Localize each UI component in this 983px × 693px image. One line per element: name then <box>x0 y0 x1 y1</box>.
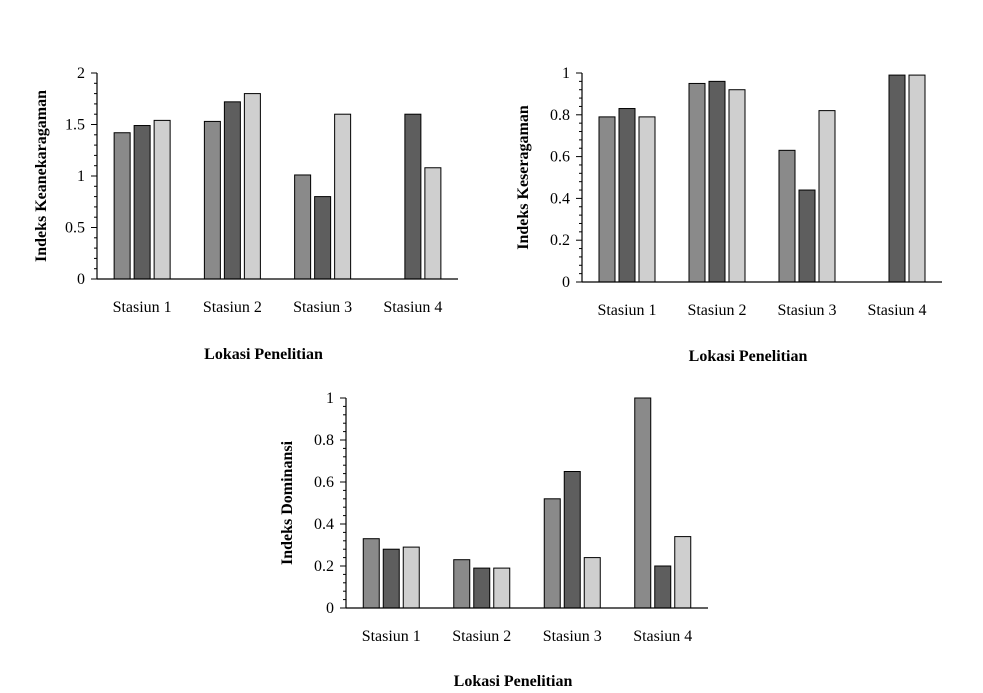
bar-series-3-stasiun-2 <box>243 93 261 280</box>
bar-series-3-stasiun-4 <box>424 167 442 280</box>
dominance-index-chart: 0 0.2 0.4 0.6 0.8 1 Stasiun 1 Stasiun 2 Stasiun … <box>279 390 708 690</box>
bar-series-2-stasiun-2 <box>223 101 241 280</box>
x-axis-title: Lokasi Penelitian <box>454 673 573 690</box>
y-axis-title: Indeks Keanekaragaman <box>33 90 50 262</box>
y-tick-label: 0 <box>326 600 334 617</box>
y-tick-label: 0.6 <box>314 474 334 491</box>
y-tick-label: 0 <box>77 271 85 288</box>
bar-series-2-stasiun-4 <box>404 113 422 280</box>
x-category-label: Stasiun 4 <box>383 299 442 316</box>
bar-series-3-stasiun-1 <box>402 546 420 609</box>
bar-series-3-stasiun-2 <box>493 567 511 609</box>
y-tick-label: 0 <box>562 274 570 291</box>
x-category-label: Stasiun 1 <box>597 302 656 319</box>
y-tick-label: 0.6 <box>550 149 570 166</box>
bar-series-1-stasiun-3 <box>778 149 796 283</box>
y-tick-label: 0.4 <box>314 516 334 533</box>
y-tick-label: 0.4 <box>550 190 570 207</box>
bar-series-1-stasiun-4 <box>634 397 652 609</box>
y-tick-label: 0.8 <box>314 432 334 449</box>
y-tick-label: 1 <box>77 168 85 185</box>
bar-series-2-stasiun-3 <box>798 189 816 283</box>
bar-series-2-stasiun-1 <box>618 108 636 283</box>
y-tick-label: 1 <box>562 65 570 82</box>
x-category-label: Stasiun 4 <box>633 628 692 645</box>
y-tick-label: 0.8 <box>550 107 570 124</box>
bar-series-3-stasiun-3 <box>583 557 601 609</box>
bar-series-1-stasiun-2 <box>203 120 221 280</box>
bar-series-3-stasiun-3 <box>818 110 836 283</box>
y-tick-label: 0.2 <box>550 232 570 249</box>
x-category-label: Stasiun 2 <box>452 628 511 645</box>
x-category-label: Stasiun 3 <box>543 628 602 645</box>
bar-series-1-stasiun-2 <box>453 559 471 609</box>
bar-series-1-stasiun-2 <box>688 82 706 283</box>
bar-series-3-stasiun-2 <box>728 89 746 283</box>
bar-series-3-stasiun-1 <box>153 119 171 280</box>
bar-series-1-stasiun-3 <box>294 174 312 280</box>
x-category-label: Stasiun 1 <box>113 299 172 316</box>
x-category-label: Stasiun 2 <box>203 299 262 316</box>
bar-series-1-stasiun-1 <box>113 132 131 280</box>
bar-series-3-stasiun-1 <box>638 116 656 283</box>
y-axis-title: Indeks Dominansi <box>279 440 296 565</box>
x-category-label: Stasiun 2 <box>687 302 746 319</box>
diversity-index-chart: 0 0.5 1 1.5 2 Stasiun 1 Stasiun 2 Stasiun 3 Stas… <box>33 65 458 363</box>
bar-series-3-stasiun-3 <box>334 113 352 280</box>
bar-series-1-stasiun-3 <box>543 498 561 609</box>
bar-series-2-stasiun-4 <box>888 74 906 283</box>
bar-series-2-stasiun-2 <box>473 567 491 609</box>
x-category-label: Stasiun 3 <box>777 302 836 319</box>
x-category-label: Stasiun 1 <box>362 628 421 645</box>
x-category-label: Stasiun 3 <box>293 299 352 316</box>
x-axis-title: Lokasi Penelitian <box>689 348 808 365</box>
bar-series-2-stasiun-3 <box>563 471 581 609</box>
x-category-label: Stasiun 4 <box>867 302 926 319</box>
y-tick-label: 0.2 <box>314 558 334 575</box>
bar-series-2-stasiun-1 <box>382 548 400 609</box>
y-tick-label: 0.5 <box>65 220 85 237</box>
evenness-index-chart: 0 0.2 0.4 0.6 0.8 1 Stasiun 1 Stasiun 2 Stasiun … <box>515 65 942 365</box>
bar-series-2-stasiun-2 <box>708 80 726 283</box>
bar-series-3-stasiun-4 <box>908 74 926 283</box>
y-tick-label: 2 <box>77 65 85 82</box>
bar-series-2-stasiun-1 <box>133 125 151 280</box>
bar-series-3-stasiun-4 <box>674 536 692 609</box>
y-tick-label: 1 <box>326 390 334 407</box>
bar-series-2-stasiun-3 <box>314 196 332 280</box>
bar-series-1-stasiun-1 <box>598 116 616 283</box>
x-axis-title: Lokasi Penelitian <box>204 346 323 363</box>
bar-series-1-stasiun-1 <box>362 538 380 609</box>
bar-series-2-stasiun-4 <box>654 565 672 609</box>
y-tick-label: 1.5 <box>65 117 85 134</box>
y-axis-title: Indeks Keseragaman <box>515 105 532 250</box>
